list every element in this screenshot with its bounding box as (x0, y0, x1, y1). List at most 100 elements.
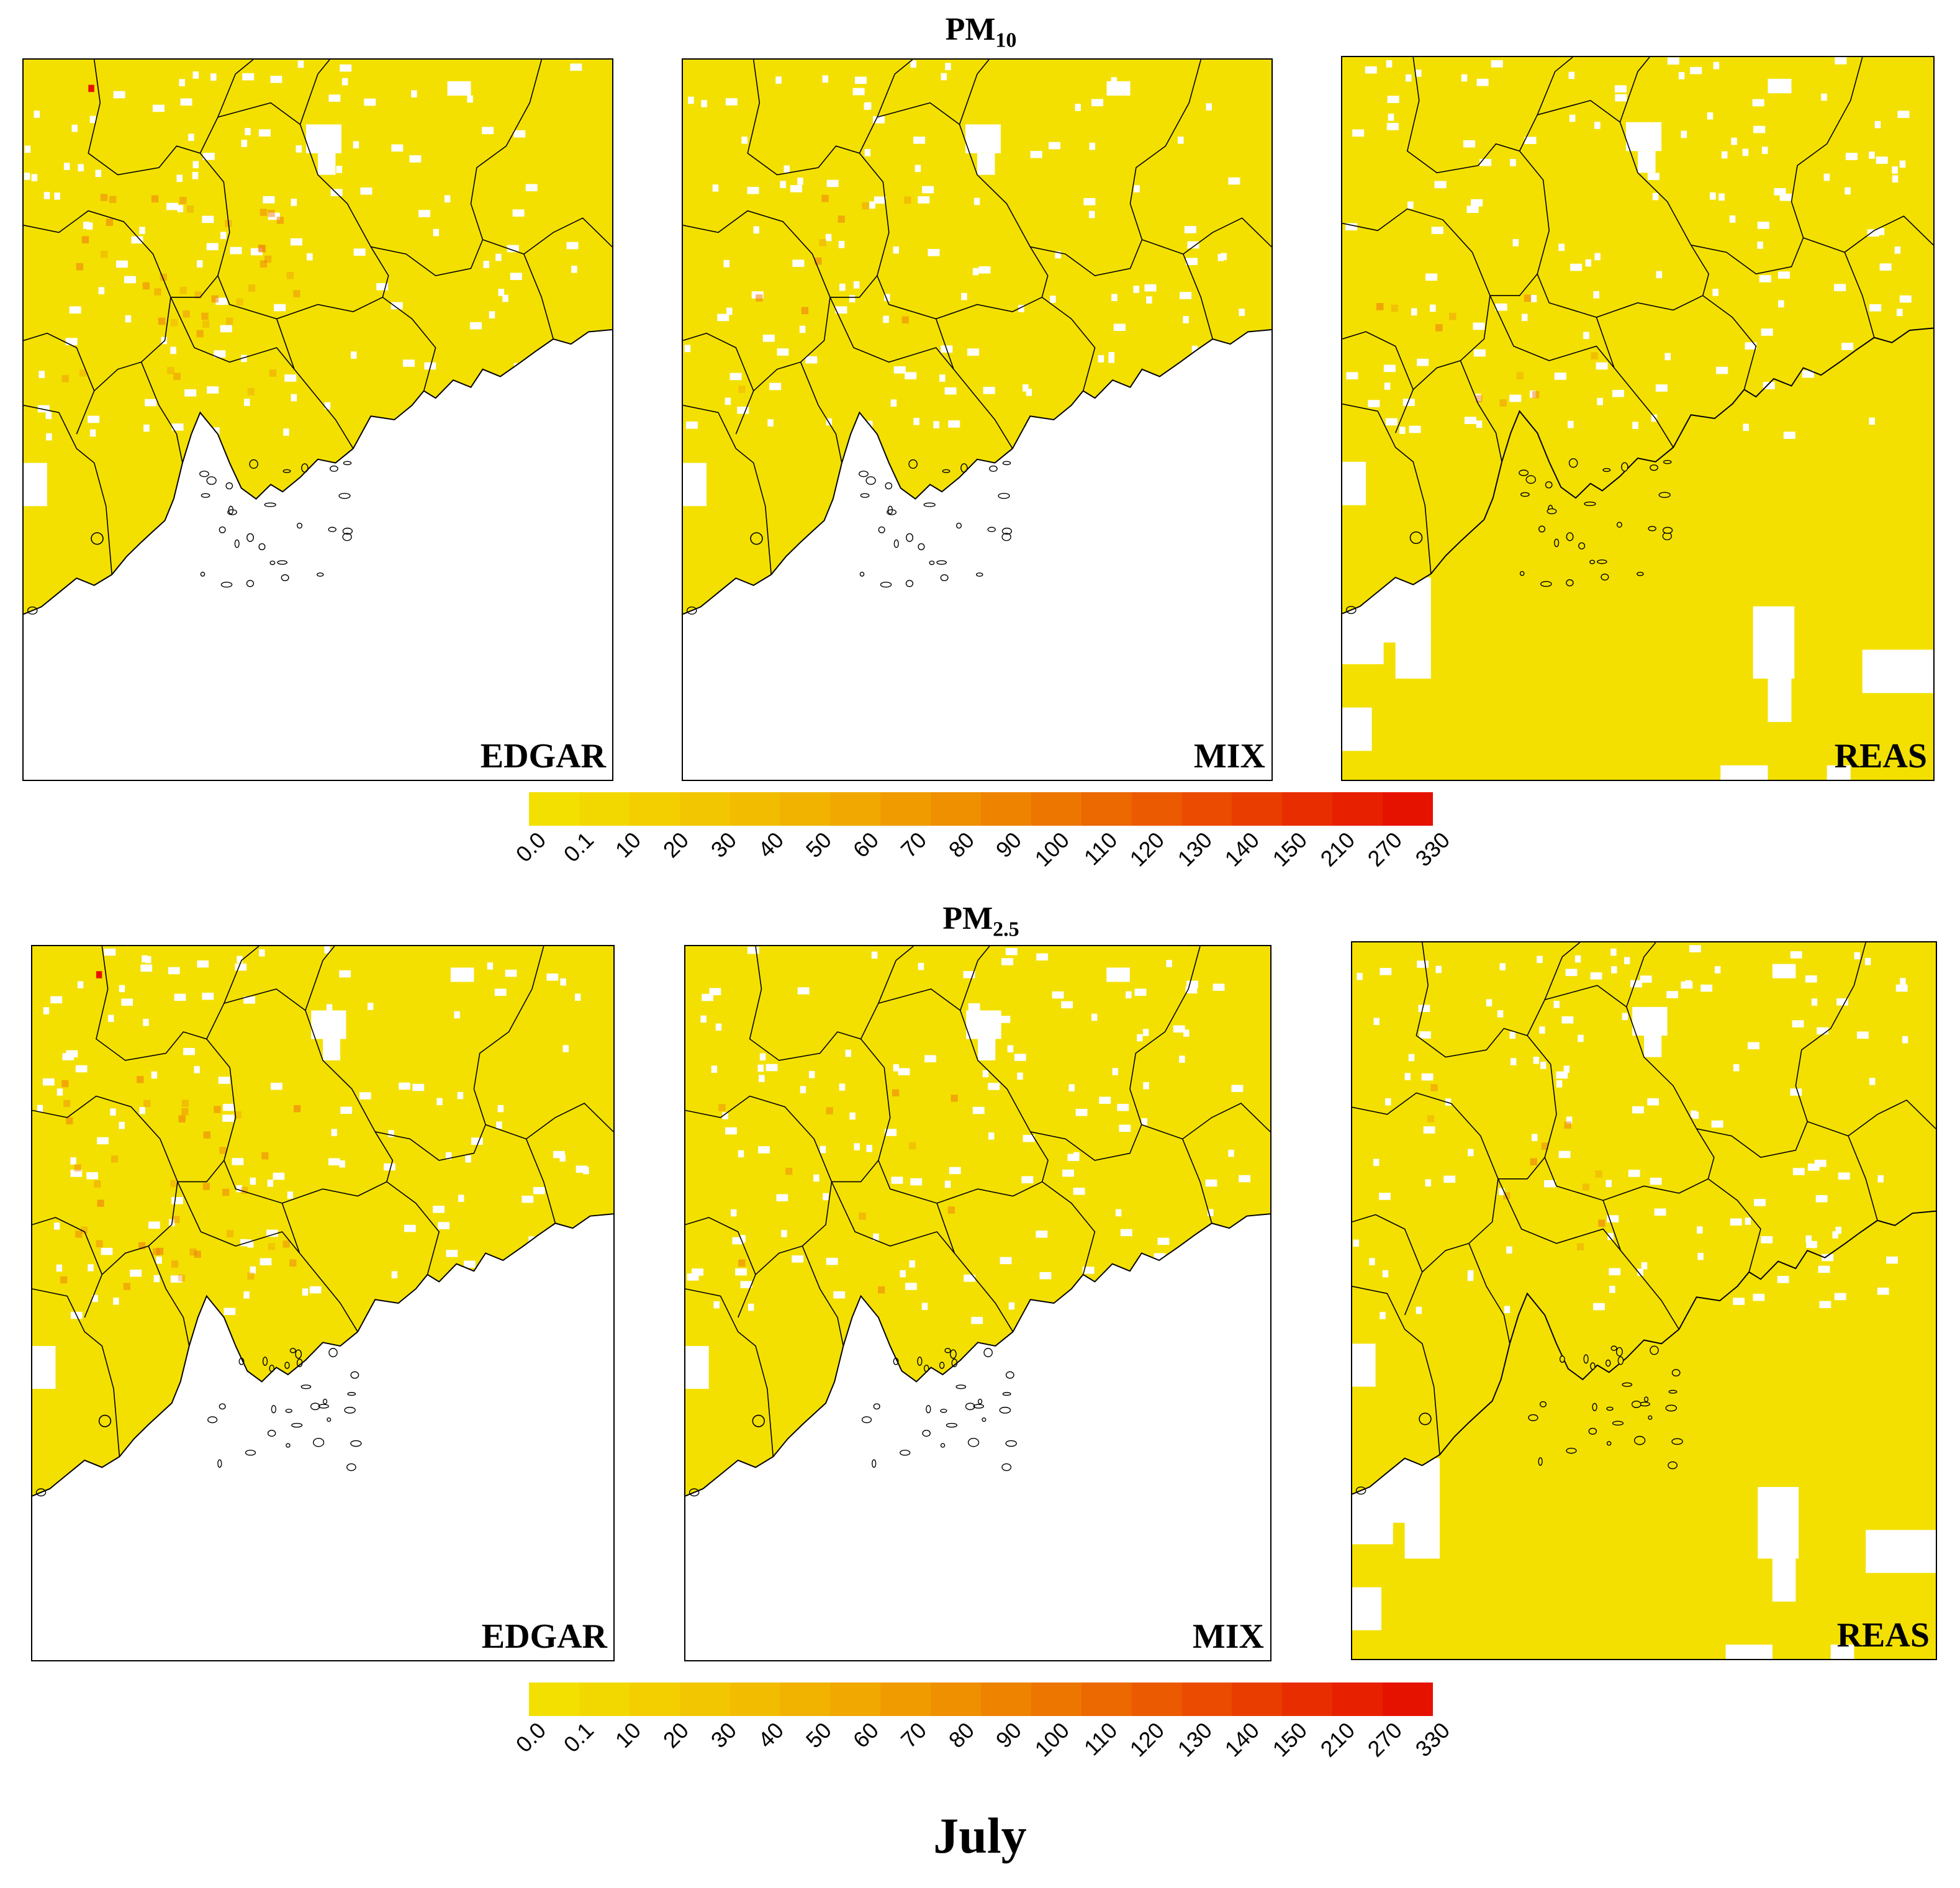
data-gap (1146, 296, 1152, 304)
emission-hotspot (268, 1243, 276, 1250)
data-gap (685, 1346, 709, 1389)
pm25-title-main: PM (942, 901, 993, 936)
island (342, 533, 352, 541)
data-gap (119, 985, 125, 993)
data-gap (341, 78, 348, 86)
colorbar-tick-label: 40 (752, 1717, 789, 1753)
colorbar-tick-label: 150 (1267, 1717, 1312, 1762)
data-gap (885, 1129, 897, 1136)
data-gap (1838, 1172, 1850, 1180)
data-gap (1641, 1262, 1648, 1270)
coastline (1352, 1210, 1936, 1495)
data-gap (403, 359, 415, 367)
data-gap (758, 1146, 770, 1154)
data-gap (250, 1177, 256, 1185)
emission-hotspot (178, 1274, 186, 1282)
island (973, 1404, 985, 1409)
data-gap (268, 212, 280, 220)
data-gap (145, 955, 151, 964)
data-gap (1640, 975, 1652, 983)
data-gap (1666, 991, 1679, 998)
data-gap (202, 153, 215, 160)
data-gap (1186, 980, 1199, 988)
island (217, 1459, 222, 1468)
data-gap (1504, 1306, 1511, 1314)
data-gap (411, 90, 417, 97)
emission-hotspot (1595, 1170, 1602, 1178)
data-gap (75, 1065, 88, 1073)
island (965, 1402, 975, 1411)
data-gap (1886, 1256, 1898, 1264)
data-gap (1521, 314, 1528, 322)
admin-boundary (24, 332, 95, 391)
data-gap (69, 306, 81, 314)
island (905, 580, 914, 587)
data-gap (1228, 177, 1240, 185)
island (976, 572, 983, 577)
admin-boundary (1619, 57, 1650, 123)
island (1554, 538, 1560, 548)
data-gap (1607, 1232, 1614, 1240)
month-label: July (933, 1807, 1027, 1864)
island (269, 560, 276, 566)
data-gap (1183, 1029, 1190, 1037)
data-gap (1212, 1312, 1224, 1320)
data-gap (1874, 120, 1881, 129)
data-gap (444, 195, 451, 203)
data-gap (1221, 253, 1227, 261)
data-gap (192, 71, 199, 79)
data-gap (1533, 1057, 1540, 1064)
data-gap (1208, 1209, 1214, 1216)
data-gap (54, 192, 60, 200)
data-gap (1743, 423, 1750, 431)
data-gap (1792, 1020, 1804, 1028)
data-gap (1423, 1126, 1435, 1134)
data-gap (418, 210, 431, 217)
admin-boundary (1342, 208, 1491, 391)
island (246, 533, 255, 542)
island (1001, 1463, 1012, 1471)
island (318, 1404, 329, 1409)
data-gap (556, 356, 569, 364)
data-gap (86, 222, 93, 230)
data-gap (520, 404, 527, 412)
data-gap (1461, 74, 1468, 82)
data-gap (1237, 1221, 1250, 1229)
data-gap (883, 315, 889, 323)
colorbar-tick-label: 60 (848, 1717, 884, 1753)
island (885, 482, 893, 490)
island (277, 560, 287, 565)
data-gap (891, 1177, 903, 1184)
island (1539, 1401, 1547, 1407)
emission-hotspot (1582, 1183, 1590, 1191)
data-gap (1895, 984, 1908, 992)
emission-hotspot (111, 1155, 119, 1163)
island (900, 1450, 911, 1456)
data-gap (1568, 71, 1575, 79)
data-gap (171, 1197, 183, 1204)
data-gap (823, 1193, 829, 1201)
data-gap (1506, 1246, 1512, 1254)
data-gap (1689, 945, 1701, 952)
emission-hotspot (156, 1247, 164, 1255)
emission-hotspot (137, 1076, 144, 1083)
data-gap (1128, 432, 1134, 440)
data-gap (1239, 309, 1245, 316)
emission-hotspot (189, 1248, 197, 1256)
colorbar-swatch (679, 1682, 730, 1716)
data-gap (1761, 328, 1773, 336)
data-gap (1594, 122, 1601, 129)
data-gap (139, 227, 145, 234)
data-gap (1866, 1530, 1936, 1573)
data-gap (826, 179, 839, 187)
emission-hotspot (151, 195, 159, 203)
data-gap (1832, 1231, 1838, 1239)
data-gap (215, 297, 228, 305)
island (1606, 1406, 1614, 1411)
data-gap (482, 127, 494, 135)
colorbar-swatch (830, 792, 881, 826)
data-gap (747, 1303, 754, 1311)
admin-boundary (685, 1095, 833, 1275)
data-gap (143, 424, 150, 432)
data-gap (1185, 258, 1198, 265)
